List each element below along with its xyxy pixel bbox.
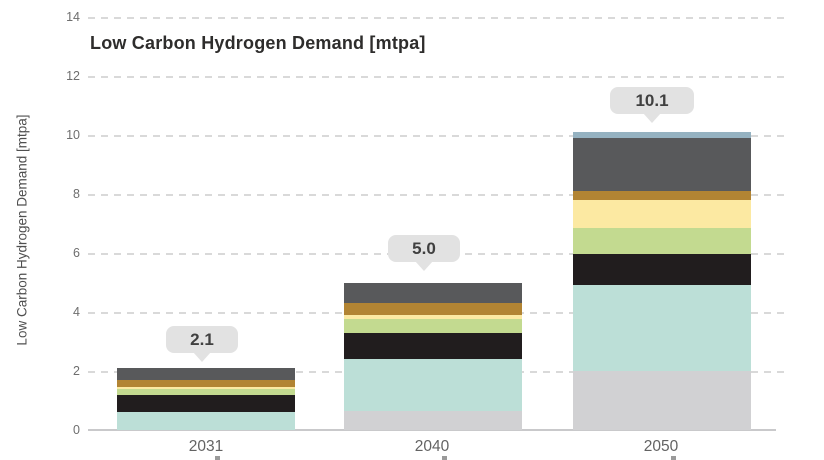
gridline-8 [88, 194, 788, 196]
chart-title: Low Carbon Hydrogen Demand [mtpa] [90, 33, 426, 53]
bar-segment-ochre [117, 379, 295, 388]
cutoff-mark [442, 456, 447, 460]
bar-segment-black [572, 254, 751, 286]
stacked-bar-2050 [572, 132, 751, 430]
cutoff-mark [671, 456, 676, 460]
bar-segment-light-green [572, 227, 751, 255]
total-callout-2031: 2.1 [166, 326, 238, 353]
bar-segment-light-green [117, 388, 295, 395]
gridline-10 [88, 135, 788, 137]
bar-segment-dark-gray [117, 368, 295, 380]
bar-segment-black [343, 332, 522, 360]
x-tick-label-2031: 2031 [188, 438, 224, 455]
bar-segment-black [117, 394, 295, 413]
bar-segment-pale-teal [343, 359, 522, 411]
stacked-bar-2040 [343, 282, 522, 431]
y-tick-label-0: 0 [73, 423, 80, 437]
stacked-bar-2031 [117, 368, 295, 430]
y-tick-label-10: 10 [66, 128, 80, 142]
y-tick-label-6: 6 [73, 246, 80, 260]
bar-segment-light-gray [572, 370, 751, 430]
total-callout-2040: 5.0 [388, 235, 460, 262]
y-axis-title: Low Carbon Hydrogen Demand [mtpa] [14, 114, 30, 346]
x-tick-label-2050: 2050 [643, 438, 679, 455]
total-callout-2050: 10.1 [610, 87, 694, 114]
gridline-12 [88, 76, 788, 78]
bar-segment-dark-gray [343, 282, 522, 304]
bar-segment-ochre [343, 303, 522, 315]
y-tick-label-14: 14 [66, 10, 80, 24]
bar-segment-light-gray [343, 410, 522, 430]
y-tick-label-2: 2 [73, 364, 80, 378]
bar-segment-light-green [343, 319, 522, 333]
bar-segment-pale-yellow [572, 199, 751, 228]
bar-segment-pale-yellow [117, 387, 295, 389]
bar-segment-dark-gray [572, 137, 751, 192]
cutoff-mark [215, 456, 220, 460]
bar-segment-ochre [572, 191, 751, 200]
x-tick-label-2040: 2040 [414, 438, 450, 455]
y-tick-label-4: 4 [73, 305, 80, 319]
bar-segment-blue-gray [572, 132, 751, 138]
bar-segment-pale-teal [572, 285, 751, 371]
x-axis-line [88, 429, 776, 431]
gridline-14 [88, 17, 788, 19]
bar-segment-pale-yellow [343, 314, 522, 320]
y-tick-label-12: 12 [66, 69, 80, 83]
y-tick-label-8: 8 [73, 187, 80, 201]
bar-segment-pale-teal [117, 412, 295, 430]
